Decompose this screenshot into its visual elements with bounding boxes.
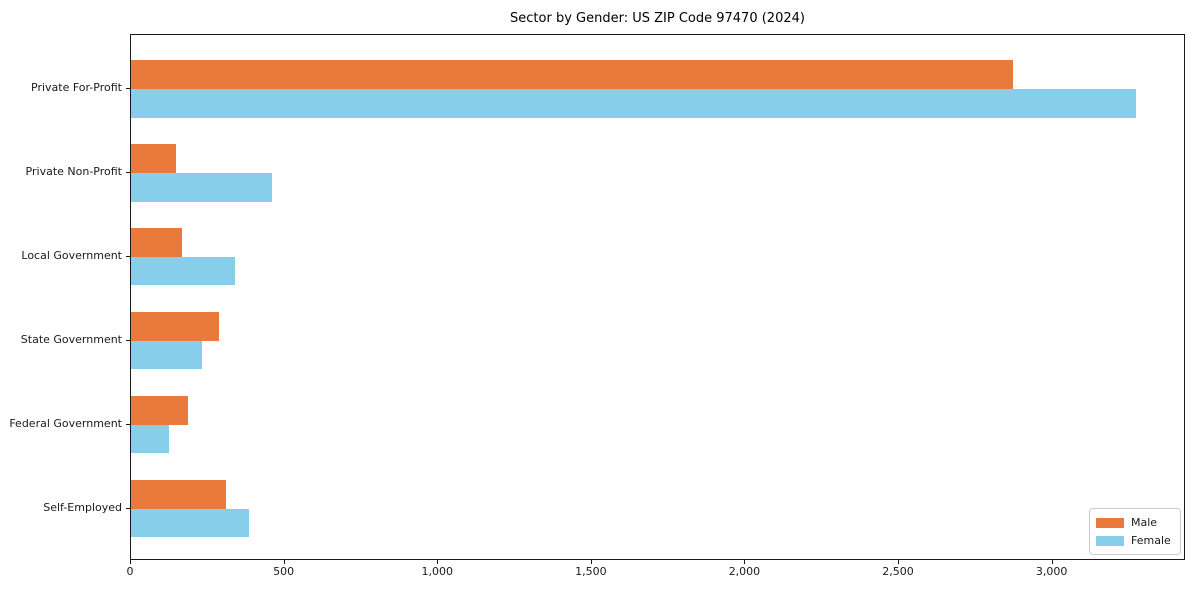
legend-label-male: Male (1131, 516, 1158, 529)
bar-female-private-for-profit (131, 89, 1136, 118)
x-tick-mark (283, 560, 285, 564)
x-tick-mark (130, 560, 131, 564)
y-tick-label: Local Government (21, 248, 122, 262)
y-tick-label: Private Non-Profit (25, 164, 122, 178)
bar-male-private-for-profit (131, 60, 1013, 89)
legend-swatch-male (1096, 518, 1124, 528)
bar-male-private-non-profit (131, 144, 176, 173)
x-tick-mark (437, 560, 439, 564)
x-tick-mark (744, 560, 746, 564)
bar-male-self-employed (131, 480, 227, 509)
bar-female-local-government (131, 256, 236, 286)
bar-female-federal-government (131, 424, 170, 454)
chart-title: Sector by Gender: US ZIP Code 97470 (202… (510, 11, 805, 26)
y-tick-mark (126, 88, 130, 89)
plot-area (130, 34, 1185, 560)
x-tick-label: 2,000 (728, 565, 761, 578)
bar-female-private-non-profit (131, 172, 273, 202)
y-tick-mark (126, 171, 130, 173)
y-tick-mark (126, 255, 130, 257)
bar-male-state-government (131, 312, 219, 341)
y-tick-label: Private For-Profit (31, 81, 122, 94)
bar-male-local-government (131, 228, 182, 257)
bar-female-state-government (131, 340, 202, 370)
x-tick-mark (1051, 560, 1053, 564)
x-tick-label: 500 (273, 565, 295, 578)
legend-label-female: Female (1131, 534, 1171, 547)
legend-swatch-female (1096, 536, 1124, 546)
bar-male-federal-government (131, 396, 188, 425)
y-tick-mark (126, 507, 130, 509)
x-tick-label: 1,000 (421, 565, 453, 578)
x-tick-label: 2,500 (882, 565, 914, 578)
y-tick-label: Self-Employed (43, 500, 122, 514)
x-tick-mark (590, 560, 592, 564)
legend-entry-female: Female (1096, 533, 1173, 550)
x-tick-label: 3,000 (1035, 565, 1068, 578)
legend-entry-male: Male (1096, 515, 1173, 532)
y-tick-mark (126, 423, 130, 425)
y-tick-label: Federal Government (9, 416, 122, 430)
x-tick-label: 0 (126, 565, 134, 578)
x-tick-label: 1,500 (575, 565, 607, 578)
x-tick-mark (898, 560, 900, 564)
bar-female-self-employed (131, 508, 250, 538)
y-tick-mark (126, 339, 130, 341)
y-tick-label: State Government (20, 332, 122, 346)
legend: Male Female (1089, 508, 1181, 555)
